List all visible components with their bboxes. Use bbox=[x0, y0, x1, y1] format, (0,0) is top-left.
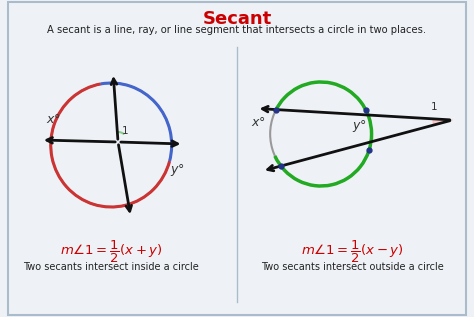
Text: $m\angle 1=\dfrac{1}{2}(x-y)$: $m\angle 1=\dfrac{1}{2}(x-y)$ bbox=[301, 239, 403, 265]
Text: 1: 1 bbox=[122, 126, 128, 136]
Text: Two secants intersect inside a circle: Two secants intersect inside a circle bbox=[23, 262, 199, 272]
Text: 1: 1 bbox=[431, 102, 438, 112]
Text: $y°$: $y°$ bbox=[352, 118, 367, 134]
Text: Two secants intersect outside a circle: Two secants intersect outside a circle bbox=[261, 262, 444, 272]
Text: A secant is a line, ray, or line segment that intersects a circle in two places.: A secant is a line, ray, or line segment… bbox=[47, 25, 427, 35]
Wedge shape bbox=[433, 119, 453, 125]
Text: $m\angle 1=\dfrac{1}{2}(x+y)$: $m\angle 1=\dfrac{1}{2}(x+y)$ bbox=[60, 239, 163, 265]
Text: $x°$: $x°$ bbox=[46, 113, 61, 126]
Text: $x°$: $x°$ bbox=[251, 116, 265, 129]
FancyBboxPatch shape bbox=[8, 2, 466, 315]
Text: Secant: Secant bbox=[202, 10, 272, 28]
Text: $y°$: $y°$ bbox=[170, 162, 184, 178]
